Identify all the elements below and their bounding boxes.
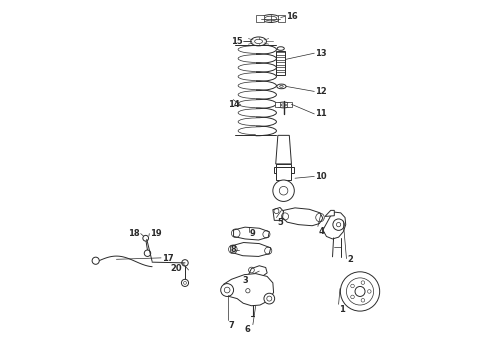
Polygon shape bbox=[223, 274, 273, 306]
Ellipse shape bbox=[255, 39, 263, 44]
Polygon shape bbox=[276, 135, 292, 164]
Text: 7: 7 bbox=[228, 321, 234, 330]
Polygon shape bbox=[287, 102, 292, 107]
Circle shape bbox=[181, 279, 189, 287]
Circle shape bbox=[355, 287, 365, 296]
Text: 8: 8 bbox=[230, 245, 236, 254]
Text: 18: 18 bbox=[128, 229, 140, 238]
Polygon shape bbox=[273, 167, 294, 173]
Text: 11: 11 bbox=[315, 109, 327, 118]
Circle shape bbox=[143, 235, 148, 241]
Circle shape bbox=[361, 281, 365, 284]
Circle shape bbox=[351, 295, 354, 299]
Polygon shape bbox=[323, 212, 346, 239]
Polygon shape bbox=[275, 102, 280, 107]
Ellipse shape bbox=[251, 37, 267, 46]
Circle shape bbox=[341, 272, 380, 311]
Circle shape bbox=[144, 250, 151, 256]
Text: 13: 13 bbox=[315, 49, 327, 58]
Text: 9: 9 bbox=[249, 229, 255, 238]
Circle shape bbox=[182, 260, 188, 266]
Polygon shape bbox=[276, 51, 285, 75]
Polygon shape bbox=[273, 207, 284, 220]
Text: 19: 19 bbox=[150, 229, 162, 238]
Circle shape bbox=[264, 293, 275, 304]
Ellipse shape bbox=[277, 47, 284, 50]
Polygon shape bbox=[276, 164, 292, 173]
Text: 3: 3 bbox=[243, 276, 248, 285]
Text: 2: 2 bbox=[347, 255, 353, 264]
Text: 4: 4 bbox=[318, 227, 324, 236]
Text: 5: 5 bbox=[277, 218, 283, 227]
Circle shape bbox=[361, 298, 365, 302]
Text: 10: 10 bbox=[315, 172, 327, 181]
Text: 1: 1 bbox=[339, 305, 345, 314]
Text: 15: 15 bbox=[231, 37, 243, 46]
Circle shape bbox=[92, 257, 99, 264]
Circle shape bbox=[220, 284, 234, 296]
Text: 6: 6 bbox=[244, 325, 250, 334]
Polygon shape bbox=[231, 243, 270, 256]
Polygon shape bbox=[276, 167, 292, 180]
Polygon shape bbox=[234, 227, 270, 240]
Circle shape bbox=[351, 284, 354, 288]
Polygon shape bbox=[283, 208, 323, 226]
Text: 14: 14 bbox=[228, 100, 240, 109]
Polygon shape bbox=[278, 15, 285, 22]
Polygon shape bbox=[256, 15, 264, 22]
Text: 12: 12 bbox=[315, 87, 327, 96]
Circle shape bbox=[273, 180, 294, 202]
Text: 16: 16 bbox=[286, 12, 297, 21]
Polygon shape bbox=[325, 210, 334, 216]
Ellipse shape bbox=[262, 15, 280, 22]
Ellipse shape bbox=[277, 84, 286, 89]
Text: 17: 17 bbox=[162, 254, 173, 263]
Ellipse shape bbox=[276, 102, 291, 108]
Circle shape bbox=[333, 219, 344, 230]
Polygon shape bbox=[248, 266, 267, 277]
Text: 20: 20 bbox=[170, 264, 182, 273]
Circle shape bbox=[368, 290, 371, 293]
